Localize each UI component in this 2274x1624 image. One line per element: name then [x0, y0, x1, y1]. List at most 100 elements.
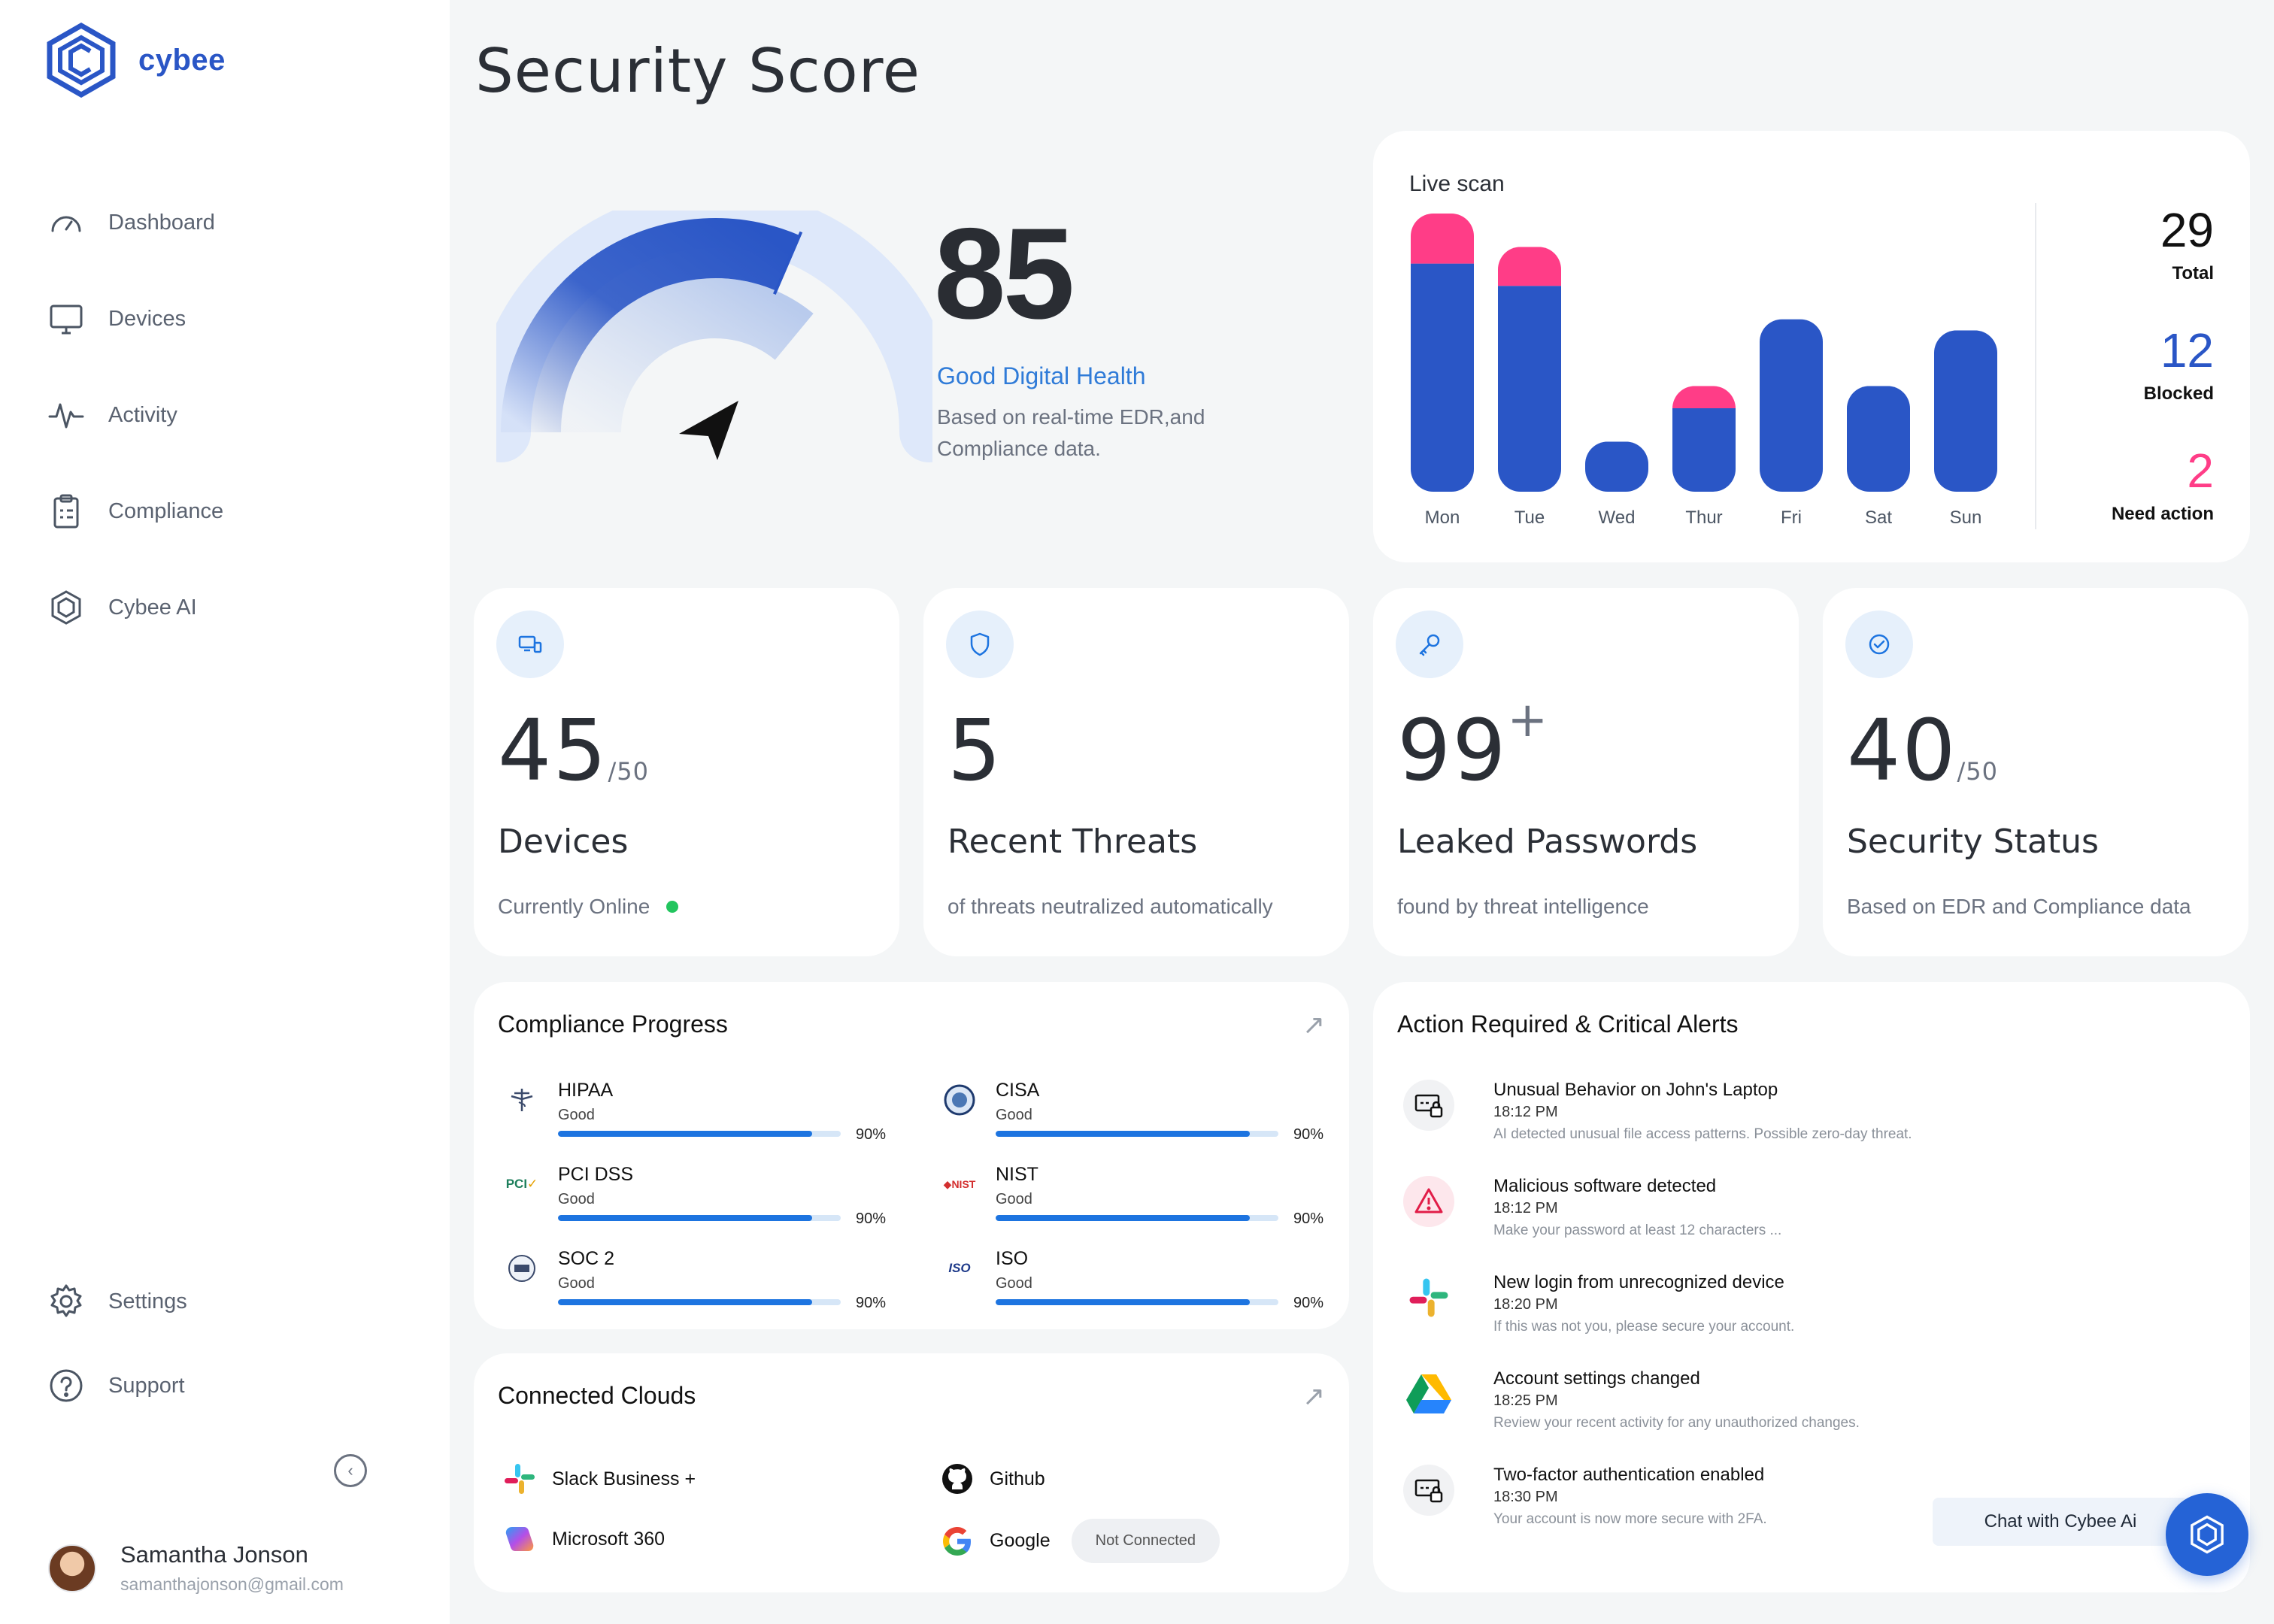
sidebar-item-settings[interactable]: Settings: [45, 1259, 187, 1344]
bar-thur[interactable]: Thur: [1672, 386, 1736, 528]
user-profile[interactable]: Samantha Jonson samanthajonson@gmail.com: [48, 1541, 344, 1595]
sidebar-item-support[interactable]: Support: [45, 1344, 187, 1428]
bar-segment-blocked: [1498, 286, 1561, 492]
google-drive-icon: [1403, 1368, 1454, 1419]
security-status-card[interactable]: 40/50 Security Status Based on EDR and C…: [1823, 588, 2248, 956]
compliance-percent: 90%: [856, 1210, 887, 1227]
compliance-status: Good: [996, 1275, 1032, 1292]
chat-with-cybee-ai-button[interactable]: Chat with Cybee Ai: [1933, 1498, 2188, 1546]
sidebar-item-dashboard[interactable]: Dashboard: [45, 174, 223, 271]
cloud-item-github[interactable]: Github: [940, 1462, 1045, 1496]
key-icon: [1396, 611, 1463, 678]
compliance-progress-fill: [996, 1299, 1251, 1305]
compliance-progress-bar: [558, 1215, 841, 1221]
compliance-item-pci-dss[interactable]: PCI ✓ PCI DSS Good 90%: [504, 1164, 895, 1239]
compliance-progress-fill: [996, 1131, 1251, 1137]
compliance-item-nist[interactable]: ◆NIST NIST Good 90%: [941, 1164, 1333, 1239]
bar-sat[interactable]: Sat: [1847, 386, 1910, 528]
avatar: [48, 1544, 96, 1592]
compliance-percent: 90%: [1293, 1210, 1324, 1227]
open-compliance-link[interactable]: ↗: [1302, 1009, 1325, 1041]
arrow-up-right-icon: ↗: [1302, 1009, 1325, 1040]
compliance-item-hipaa[interactable]: HIPAA Good 90%: [504, 1080, 895, 1155]
compliance-item-soc2[interactable]: SOC 2 Good 90%: [504, 1248, 895, 1323]
compliance-progress-bar: [996, 1215, 1278, 1221]
bar-wed[interactable]: Wed: [1585, 441, 1648, 528]
x-tick-label: Mon: [1425, 508, 1460, 528]
bar-fri[interactable]: Fri: [1760, 319, 1823, 528]
alert-title: Account settings changed: [1493, 1368, 1700, 1389]
cisa-logo-icon: [941, 1084, 978, 1116]
alert-description: AI detected unusual file access patterns…: [1493, 1126, 1912, 1142]
score-gauge: [471, 188, 960, 481]
need-action-stat: 2 Need action: [2112, 447, 2214, 525]
user-name: Samantha Jonson: [120, 1541, 308, 1568]
live-scan-chart: Mon Tue Wed Thur Fri Sat Sun: [1411, 214, 1997, 528]
cloud-name: Slack Business +: [552, 1468, 696, 1489]
hipaa-logo-icon: [504, 1086, 540, 1114]
devices-label: Devices: [498, 823, 629, 861]
devices-icon: [496, 611, 564, 678]
alert-time: 18:20 PM: [1493, 1296, 1558, 1313]
page-title: Security Score: [475, 36, 921, 106]
leaked-passwords-card[interactable]: 99+ Leaked Passwords found by threat int…: [1373, 588, 1799, 956]
threats-value: 5: [948, 702, 1003, 800]
open-clouds-link[interactable]: ↗: [1302, 1380, 1325, 1412]
sidebar-item-label: Settings: [108, 1289, 187, 1313]
devices-card[interactable]: 45/50 Devices Currently Online: [474, 588, 899, 956]
pci-logo-icon: PCI ✓: [505, 1177, 538, 1191]
check-circle-icon: [1845, 611, 1913, 678]
sidebar-item-compliance[interactable]: Compliance: [45, 463, 223, 559]
bar-segment-blocked: [1585, 441, 1648, 492]
sidebar-item-label: Devices: [108, 306, 186, 331]
compliance-title: Compliance Progress: [498, 1010, 728, 1038]
compliance-name: CISA: [996, 1080, 1040, 1101]
bar-segment-need-action: [1411, 214, 1474, 264]
bar-mon[interactable]: Mon: [1411, 214, 1474, 528]
nist-logo-icon: ◆NIST: [943, 1177, 976, 1190]
iso-logo-icon: ISO: [948, 1261, 971, 1275]
divider: [2035, 203, 2036, 529]
compliance-name: ISO: [996, 1248, 1029, 1269]
recent-threats-card[interactable]: 5 Recent Threats of threats neutralized …: [923, 588, 1349, 956]
cloud-item-slack[interactable]: Slack Business +: [502, 1462, 696, 1496]
sidebar-item-cybee-ai[interactable]: Cybee AI: [45, 559, 223, 656]
not-connected-badge[interactable]: Not Connected: [1071, 1519, 1220, 1563]
shield-icon: [946, 611, 1014, 678]
alert-description: If this was not you, please secure your …: [1493, 1319, 1795, 1335]
sidebar: cybee Dashboard Devices Activity Complia…: [0, 0, 450, 1624]
sidebar-item-activity[interactable]: Activity: [45, 367, 223, 463]
leaked-passwords-description: found by threat intelligence: [1397, 895, 1649, 918]
compliance-progress-bar: [558, 1299, 841, 1305]
compliance-progress-fill: [996, 1215, 1251, 1221]
compliance-status: Good: [558, 1107, 595, 1123]
devices-value: 45/50: [498, 702, 650, 800]
cybee-logo-icon: [47, 23, 116, 98]
collapse-sidebar-button[interactable]: ‹: [334, 1454, 367, 1487]
bar-sun[interactable]: Sun: [1934, 330, 1997, 528]
cloud-name: Github: [990, 1468, 1045, 1489]
sidebar-item-devices[interactable]: Devices: [45, 271, 223, 367]
compliance-status: Good: [996, 1191, 1032, 1207]
bar-tue[interactable]: Tue: [1498, 247, 1561, 528]
logo[interactable]: cybee: [45, 23, 226, 98]
google-icon: [940, 1524, 975, 1559]
gauge-fill-arc: [501, 218, 800, 433]
gear-icon: [45, 1280, 87, 1323]
live-scan-title: Live scan: [1409, 171, 1505, 196]
alert-description: Your account is now more secure with 2FA…: [1493, 1511, 1767, 1527]
laptop-lock-icon: [1403, 1465, 1454, 1516]
cloud-item-microsoft[interactable]: Microsoft 360: [502, 1522, 665, 1556]
cloud-item-google[interactable]: Google Not Connected: [940, 1519, 1220, 1563]
alert-description: Review your recent activity for any unau…: [1493, 1415, 1860, 1431]
alert-title: New login from unrecognized device: [1493, 1272, 1784, 1292]
cybee-ai-icon: [45, 586, 87, 629]
soc2-logo-icon: [504, 1254, 540, 1283]
sidebar-item-label: Cybee AI: [108, 595, 197, 620]
cybee-ai-fab[interactable]: [2166, 1493, 2248, 1576]
x-tick-label: Tue: [1514, 508, 1545, 528]
compliance-item-cisa[interactable]: CISA Good 90%: [941, 1080, 1333, 1155]
main-nav: Dashboard Devices Activity Compliance Cy…: [45, 174, 223, 656]
total-stat: 29 Total: [2160, 206, 2214, 284]
compliance-item-iso[interactable]: ISO ISO Good 90%: [941, 1248, 1333, 1323]
